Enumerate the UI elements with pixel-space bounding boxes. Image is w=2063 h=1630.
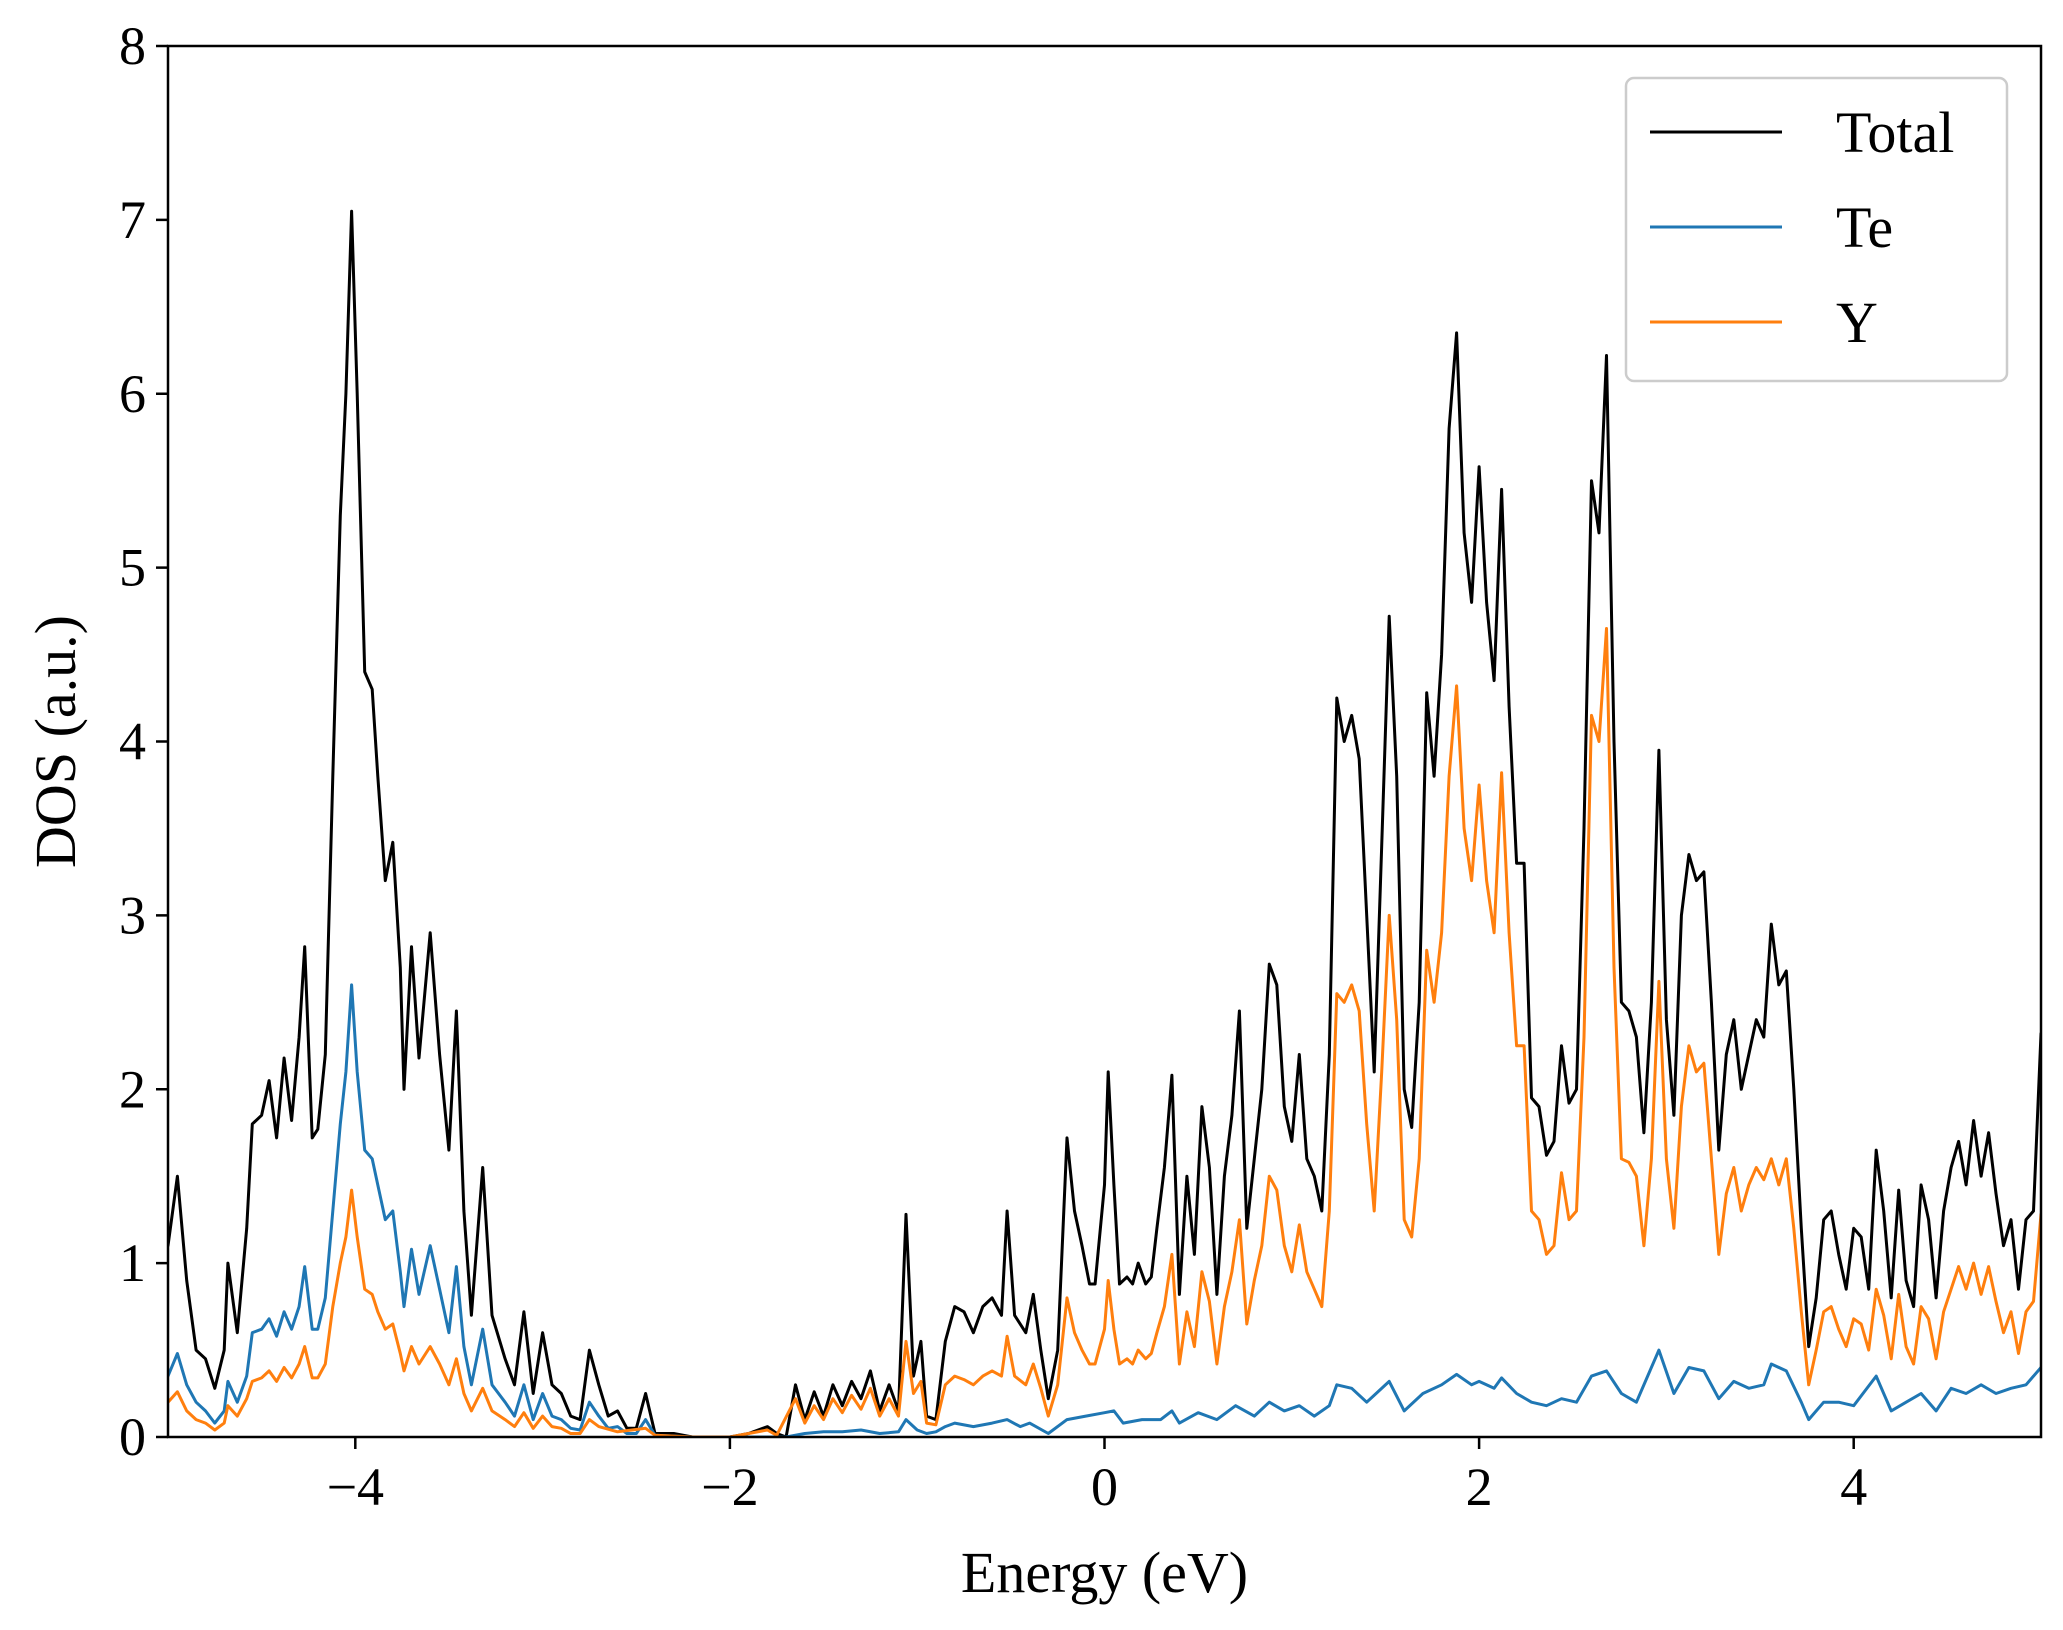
y-tick-label: 5 xyxy=(119,538,146,598)
y-axis-title: DOS (a.u.) xyxy=(23,615,88,868)
series-line-te xyxy=(168,983,2041,1437)
y-tick-label: 3 xyxy=(119,885,146,945)
y-tick-label: 2 xyxy=(119,1059,146,1119)
y-tick-label: 8 xyxy=(119,16,146,76)
y-tick-label: 0 xyxy=(119,1407,146,1467)
legend-label-te: Te xyxy=(1836,195,1893,260)
axis-layer: −4 −2 0 2 4 0 1 2 3 4 5 6 7 8 xyxy=(119,16,1867,1517)
legend-label-y: Y xyxy=(1836,290,1878,355)
y-tick-label: 4 xyxy=(119,712,146,772)
y-tick-label: 1 xyxy=(119,1233,146,1293)
series-layer xyxy=(168,209,2041,1437)
legend: Total Te Y xyxy=(1624,76,2009,383)
x-tick-label: −4 xyxy=(327,1457,384,1517)
x-tick-label: 4 xyxy=(1840,1457,1867,1517)
legend-box xyxy=(1624,76,2009,383)
y-tick-label: 6 xyxy=(119,364,146,424)
x-tick-label: 2 xyxy=(1466,1457,1493,1517)
series-line-y xyxy=(168,627,2041,1437)
legend-label-total: Total xyxy=(1836,100,1954,165)
x-axis-title: Energy (eV) xyxy=(961,1540,1248,1605)
x-tick-label: −2 xyxy=(701,1457,758,1517)
series-line-total xyxy=(168,209,2041,1437)
y-tick-label: 7 xyxy=(119,190,146,250)
x-tick-label: 0 xyxy=(1091,1457,1118,1517)
